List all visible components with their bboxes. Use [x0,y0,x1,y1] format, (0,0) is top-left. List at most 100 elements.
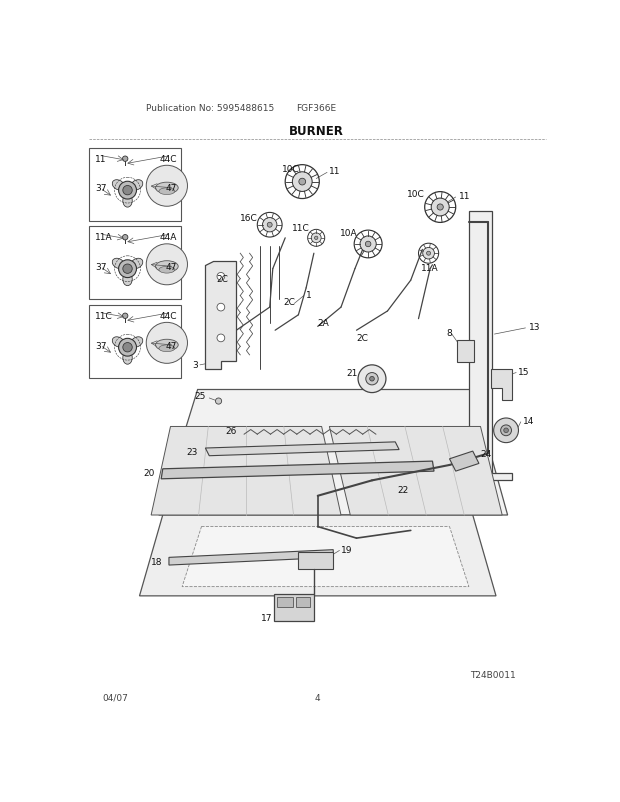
Circle shape [217,273,224,281]
Text: 1: 1 [306,290,312,299]
Text: 44C: 44C [159,311,177,321]
Circle shape [123,314,128,319]
Circle shape [503,428,508,433]
Ellipse shape [156,261,178,273]
Text: 23: 23 [186,447,198,456]
Text: Publication No: 5995488615: Publication No: 5995488615 [146,104,274,113]
Text: 11A: 11A [95,233,113,242]
Text: 47: 47 [166,263,177,272]
Text: 3: 3 [192,361,198,370]
Text: T24B0011: T24B0011 [469,670,515,679]
Circle shape [427,252,430,256]
Text: 11: 11 [95,155,107,164]
Ellipse shape [159,188,175,196]
Ellipse shape [156,183,178,194]
Text: 11C: 11C [292,224,310,233]
Circle shape [146,166,187,207]
Text: 11: 11 [329,167,341,176]
Text: 11C: 11C [95,311,113,321]
Polygon shape [491,369,512,400]
Text: 4: 4 [315,693,321,702]
Circle shape [123,186,132,196]
Text: 2C: 2C [356,334,368,343]
Polygon shape [159,390,508,516]
Polygon shape [182,527,469,587]
Text: 10A: 10A [340,229,358,237]
Text: BURNER: BURNER [289,125,343,138]
Polygon shape [329,427,502,516]
Bar [298,553,334,569]
Polygon shape [151,427,341,516]
Bar [278,597,293,607]
Text: 8: 8 [446,329,452,338]
Text: 26: 26 [225,427,236,435]
Bar [89,227,180,300]
Ellipse shape [156,340,178,351]
Ellipse shape [123,352,132,365]
Polygon shape [161,461,434,480]
Ellipse shape [123,195,132,208]
Circle shape [118,182,136,200]
Ellipse shape [131,180,143,191]
Text: 37: 37 [95,341,107,350]
Circle shape [311,233,321,244]
Circle shape [299,179,306,186]
Polygon shape [169,550,334,565]
Circle shape [370,377,374,382]
Circle shape [314,237,318,241]
Text: 04/07: 04/07 [102,693,128,702]
Text: 18: 18 [151,557,162,566]
Circle shape [423,248,435,260]
Text: 10C: 10C [407,190,425,199]
Polygon shape [205,443,399,456]
Ellipse shape [159,267,175,273]
Text: 2A: 2A [317,318,329,327]
Circle shape [217,334,224,342]
Text: 44C: 44C [159,155,177,164]
Bar [273,593,314,621]
Text: 47: 47 [166,341,177,350]
Text: 21: 21 [347,369,358,378]
Circle shape [267,223,272,228]
Text: 14: 14 [523,416,534,425]
Ellipse shape [131,338,143,348]
Circle shape [123,235,128,241]
Ellipse shape [112,259,125,269]
Text: 17: 17 [261,614,273,622]
Text: 44A: 44A [159,233,177,242]
Polygon shape [205,261,236,369]
Circle shape [123,265,132,274]
Text: 11A: 11A [422,264,439,273]
Circle shape [216,399,222,405]
Text: 25: 25 [194,391,205,401]
Text: 13: 13 [528,322,540,331]
Text: 16C: 16C [239,213,257,222]
Text: 10C: 10C [281,164,299,174]
Text: 11: 11 [459,192,471,200]
Circle shape [146,245,187,286]
Circle shape [494,419,518,443]
Circle shape [146,323,187,364]
Circle shape [293,172,312,192]
Ellipse shape [112,338,125,348]
Polygon shape [140,516,496,596]
Text: 2C: 2C [283,298,294,307]
Ellipse shape [123,273,132,286]
Text: 37: 37 [95,263,107,272]
Text: 19: 19 [341,545,353,554]
Circle shape [118,339,136,357]
Text: 47: 47 [166,184,177,193]
Circle shape [365,242,371,248]
Circle shape [217,304,224,311]
Bar [296,597,310,607]
Circle shape [118,261,136,278]
Circle shape [358,366,386,393]
Polygon shape [450,452,479,472]
Circle shape [366,373,378,386]
Bar [89,148,180,221]
Circle shape [501,425,512,436]
Ellipse shape [131,259,143,269]
Polygon shape [469,212,512,480]
Text: 2C: 2C [217,275,229,284]
Circle shape [262,218,277,233]
